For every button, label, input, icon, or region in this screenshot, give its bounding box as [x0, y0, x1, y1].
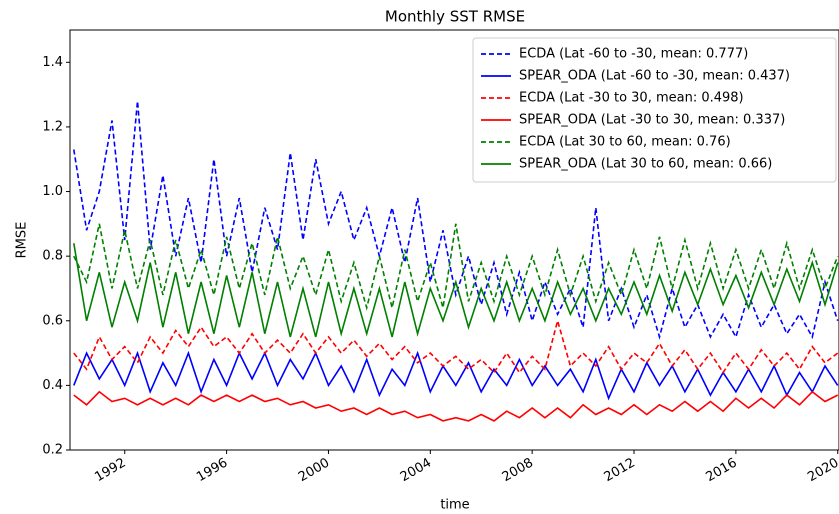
- series-line: [73, 223, 839, 311]
- x-tick-label: 1992: [92, 456, 128, 486]
- legend-box: [472, 37, 837, 183]
- y-tick-label: 1.4: [42, 55, 63, 70]
- y-tick-label: 0.6: [42, 313, 63, 328]
- legend-label: SPEAR_ODA (Lat -30 to 30, mean: 0.337): [519, 113, 785, 128]
- plot-frame: [69, 29, 839, 451]
- legend-label: ECDA (Lat 30 to 60, mean: 0.76): [519, 135, 731, 150]
- x-tick-label: 2008: [500, 456, 536, 486]
- x-tick-label: 2004: [398, 456, 434, 486]
- chart-title: Monthly SST RMSE: [385, 8, 525, 26]
- x-tick-label: 2012: [602, 456, 638, 486]
- y-tick-label: 1.2: [42, 119, 63, 134]
- y-tick-label: 0.4: [42, 378, 63, 393]
- y-axis-label: RMSE: [15, 222, 30, 259]
- series-line: [73, 390, 839, 422]
- x-tick-label: 2020: [805, 456, 839, 486]
- x-tick-label: 1996: [194, 456, 230, 486]
- x-tick-label: 2016: [703, 456, 739, 486]
- series-line: [73, 350, 839, 401]
- legend-label: SPEAR_ODA (Lat 30 to 60, mean: 0.66): [519, 157, 772, 172]
- series-line: [73, 101, 839, 340]
- legend-label: SPEAR_ODA (Lat -60 to -30, mean: 0.437): [519, 69, 790, 84]
- series-line: [73, 243, 839, 338]
- y-tick-label: 0.2: [42, 443, 63, 458]
- legend-label: ECDA (Lat -60 to -30, mean: 0.777): [519, 47, 748, 62]
- x-tick-label: 2000: [296, 456, 332, 486]
- plot-lines: [73, 101, 839, 422]
- y-tick-label: 1.0: [42, 184, 63, 199]
- legend-label: ECDA (Lat -30 to 30, mean: 0.498): [519, 91, 744, 106]
- series-line: [73, 317, 839, 374]
- x-axis-label: time: [440, 498, 469, 513]
- y-tick-label: 0.8: [42, 249, 63, 264]
